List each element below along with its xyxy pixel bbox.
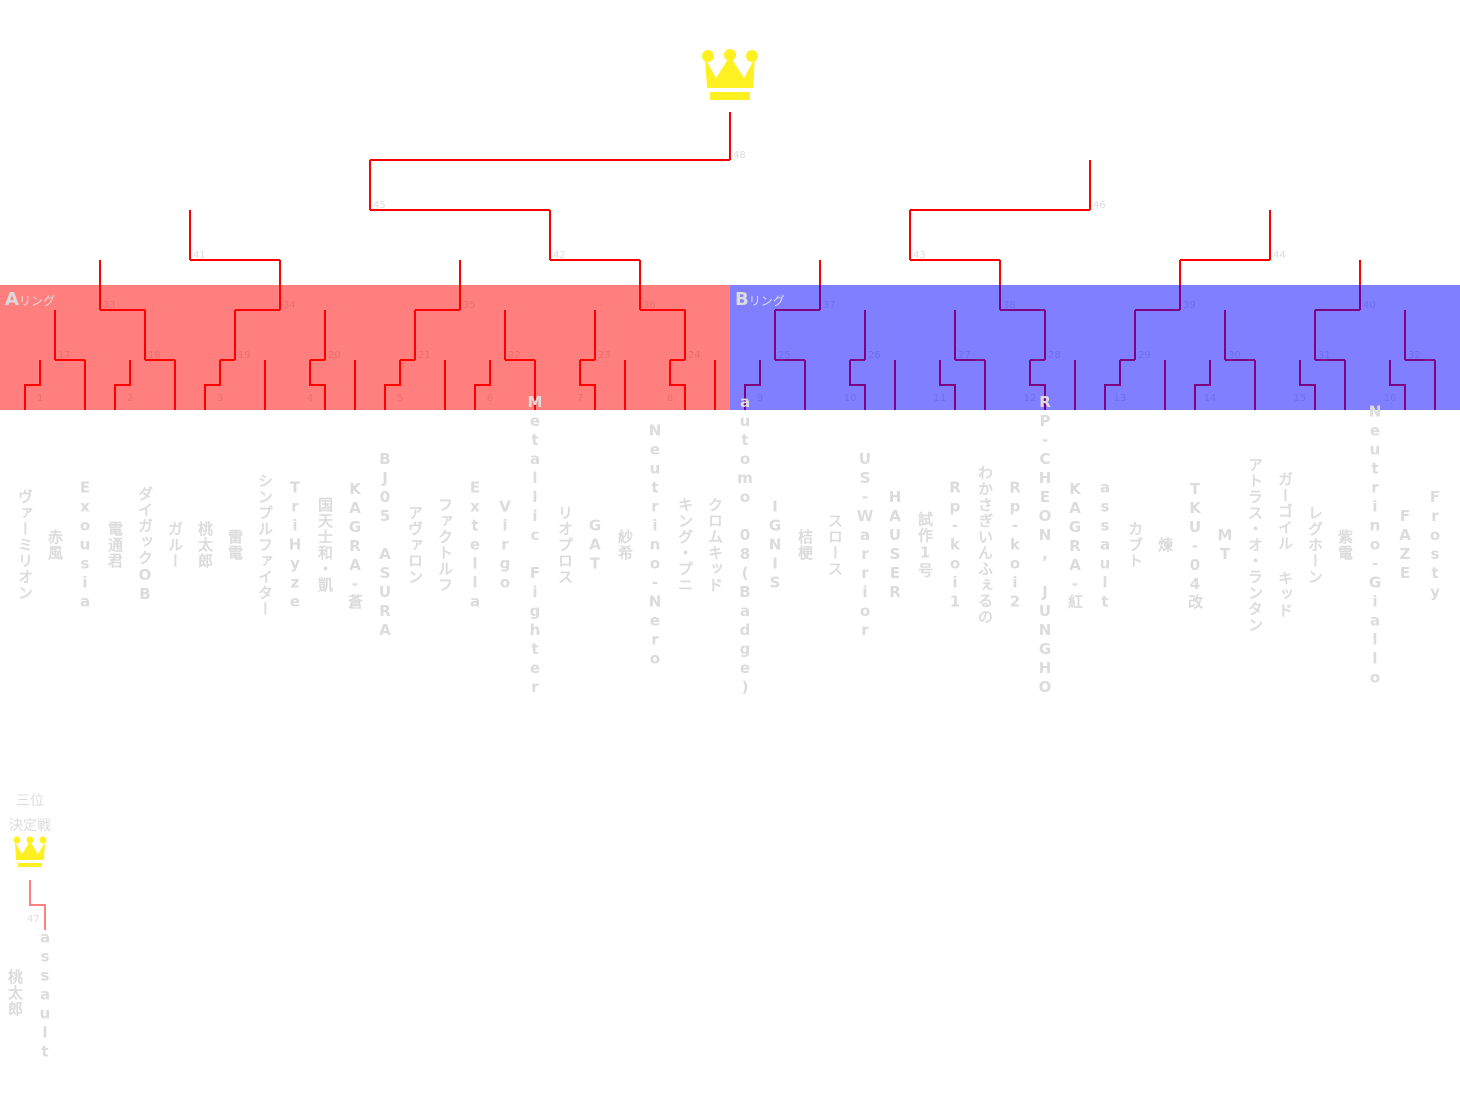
player-name: Neutrino-Nero — [646, 421, 664, 669]
player-name: Extella — [466, 478, 484, 612]
player-name: assault — [1096, 478, 1114, 612]
player-name: スロース — [826, 513, 844, 577]
match-label-48: 48 — [733, 150, 746, 161]
ring-a-label: Aリング — [5, 289, 55, 310]
player-name: ガルー — [166, 521, 184, 569]
match-label-45: 45 — [373, 200, 386, 211]
player-name: 国天士和・凱 — [316, 497, 334, 593]
third-place-crown-icon — [13, 836, 47, 867]
match-label-41: 41 — [193, 250, 206, 261]
player-name: Neutrino-Giallo — [1366, 402, 1384, 688]
player-name: FAZE — [1396, 507, 1414, 583]
player-name: BJ05 ASURA — [376, 450, 394, 640]
player-name: アヴァロン — [406, 505, 424, 585]
match-label-46: 46 — [1093, 200, 1106, 211]
player-name: GAT — [586, 516, 604, 574]
player-name: RP-CHEON, JUNGHO — [1036, 393, 1054, 697]
match-label-43: 43 — [913, 250, 926, 261]
player-name: HAUSER — [886, 488, 904, 602]
player-name: クロムキッド — [706, 497, 724, 593]
third-place-subtitle: 決定戦 — [9, 818, 51, 834]
player-name: ファクトルフ — [436, 497, 454, 593]
player-name: 煉 — [1156, 537, 1174, 553]
player-name: TKU-04改 — [1186, 480, 1204, 610]
player-name: KAGRA-蒼 — [346, 480, 364, 610]
ring-b-label: Bリング — [735, 289, 785, 310]
player-name: Exousia — [76, 478, 94, 612]
player-name: MT — [1216, 526, 1234, 564]
player-name: automo 08(Badge) — [736, 393, 754, 697]
player-name: TriHyze — [286, 478, 304, 612]
player-name: ダイガックOB — [136, 486, 154, 604]
player-name: KAGRA-紅 — [1066, 480, 1084, 610]
third-place-player: assault — [36, 928, 54, 1062]
player-name: シンプルファイター — [256, 473, 274, 617]
player-name: ヴァーミリオン — [16, 489, 34, 601]
player-name: Rp-koi2 — [1006, 478, 1024, 612]
player-name: 試作1号 — [916, 511, 934, 579]
third-place-line — [29, 880, 46, 930]
player-name: US-Warrior — [856, 450, 874, 640]
match-label-42: 42 — [553, 250, 566, 261]
ring-b-band — [730, 285, 1460, 410]
match-label-47: 47 — [27, 914, 40, 925]
third-place-player: 桃太郎 — [6, 969, 24, 1017]
player-name: 雷電 — [226, 529, 244, 561]
player-name: わかさぎいんふぇるの — [976, 465, 994, 625]
player-name: ガーゴイル キッド — [1276, 471, 1294, 619]
player-name: キング・プニ — [676, 497, 694, 593]
player-name: 紫電 — [1336, 529, 1354, 561]
player-name: IGNIS — [766, 497, 784, 593]
champion-crown-icon — [702, 49, 758, 100]
player-name: Virgo — [496, 497, 514, 593]
player-name: リオプロス — [556, 505, 574, 585]
player-name: 紗希 — [616, 529, 634, 561]
player-name: 電通君 — [106, 521, 124, 569]
third-place-title: 三位 — [16, 793, 44, 809]
player-name: カブト — [1126, 521, 1144, 569]
player-name: Rp-koi1 — [946, 478, 964, 612]
player-name: Metallic Fighter — [526, 393, 544, 697]
player-name: Frosty — [1426, 488, 1444, 602]
player-name: アトラス・オ・ランタン — [1246, 457, 1264, 633]
ring-a-band — [0, 285, 730, 410]
player-name: レグホーン — [1306, 505, 1324, 585]
player-name: 赤風 — [46, 529, 64, 561]
player-name: 桃太郎 — [196, 521, 214, 569]
player-name: 桔梗 — [796, 529, 814, 561]
match-label-44: 44 — [1273, 250, 1286, 261]
